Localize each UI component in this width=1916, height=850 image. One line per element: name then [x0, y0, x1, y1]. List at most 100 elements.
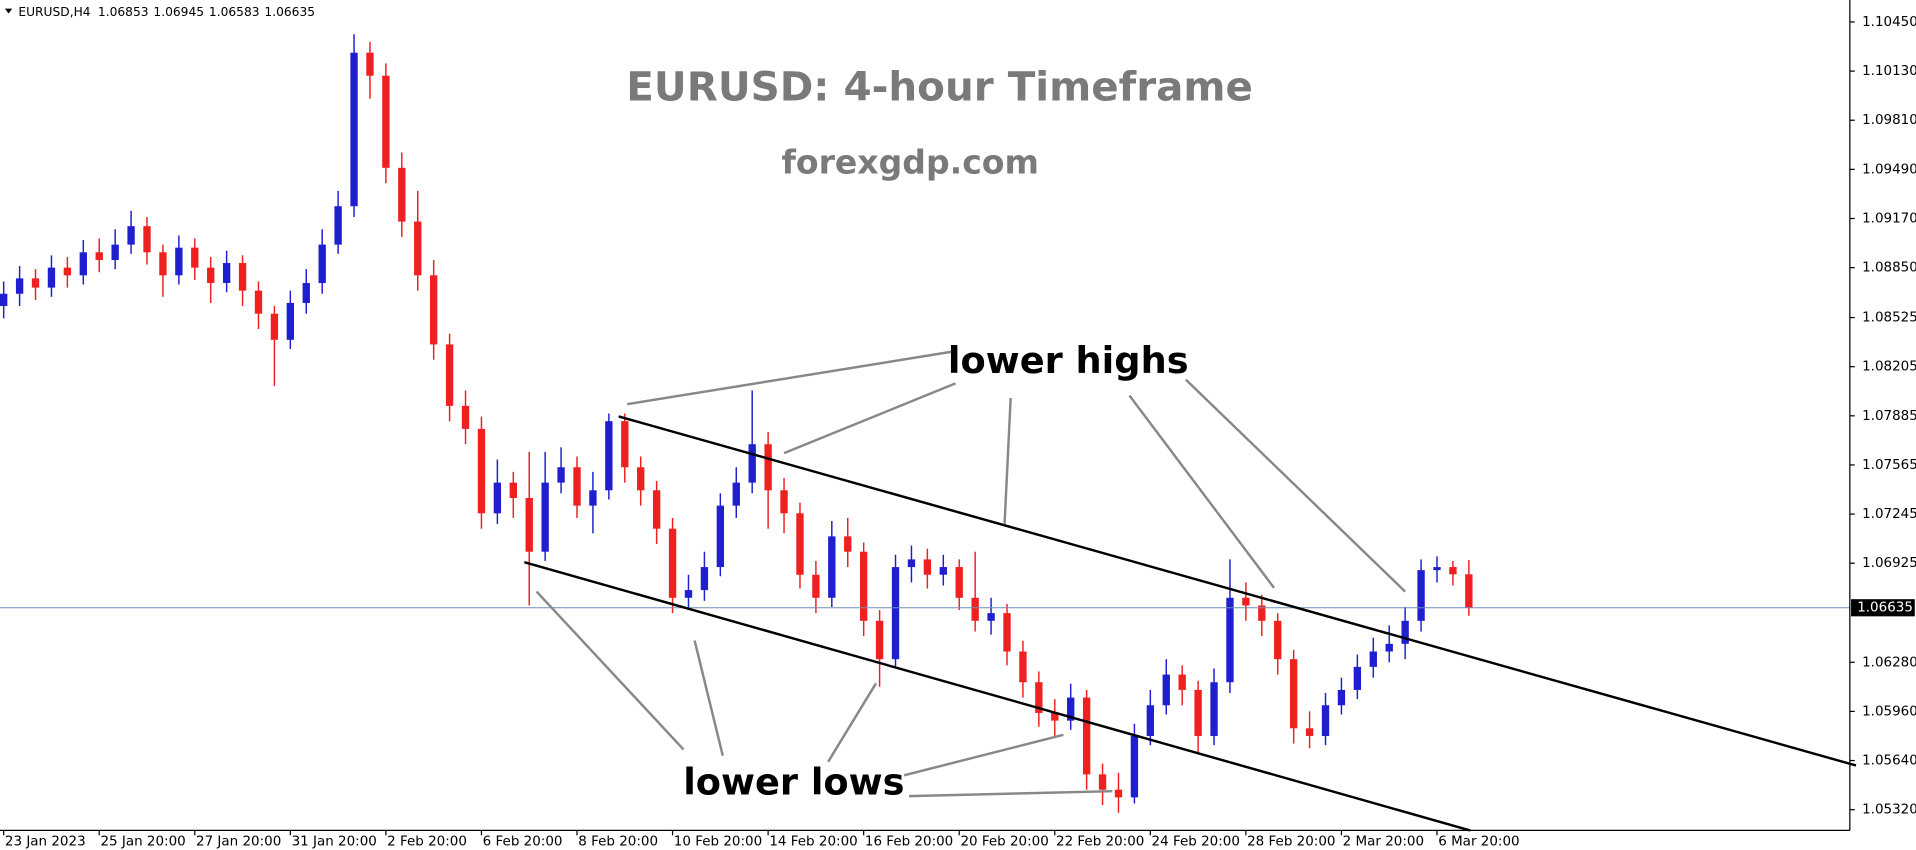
candle-body [907, 559, 916, 568]
candle-body [637, 467, 645, 491]
candle-body [1226, 597, 1234, 683]
candle-body [159, 252, 167, 276]
header-value: 1.06853 [98, 5, 149, 19]
candle-body [493, 482, 502, 514]
x-tick-label: 2 Mar 20:00 [1343, 833, 1424, 849]
candle-body [971, 597, 979, 621]
pointer-line [903, 733, 1064, 777]
symbol: EURUSD,H4 [18, 5, 90, 19]
current-price-box [1851, 599, 1915, 617]
x-tick-label: 23 Jan 2023 [5, 833, 86, 849]
candle-body [716, 505, 725, 568]
candle-body [509, 482, 517, 498]
x-tick-label: 14 Feb 20:00 [769, 833, 857, 849]
candle-body [732, 482, 740, 506]
candle-body [1258, 605, 1266, 621]
candle-body [1003, 613, 1011, 652]
candle-body [398, 167, 406, 222]
candle-body [764, 444, 772, 491]
candle-body [286, 302, 295, 340]
header-value: 1.06945 [153, 5, 204, 19]
pointer-lines [535, 350, 1406, 798]
candle-body [1449, 567, 1457, 575]
x-tick-label: 8 Feb 20:00 [578, 833, 658, 849]
header-value: 1.06583 [209, 5, 260, 19]
candle-body [270, 313, 279, 340]
candle-body [796, 513, 804, 575]
y-tick-label: 1.08525 [1862, 310, 1916, 326]
candle-body [382, 75, 390, 168]
y-tick-label: 1.07245 [1862, 506, 1916, 522]
candle-body [111, 244, 119, 260]
pointer-line [783, 382, 957, 455]
candle-body [780, 490, 788, 514]
candle-body [987, 613, 995, 621]
candle-body [1162, 674, 1170, 706]
candle-body [1465, 574, 1473, 608]
y-tick-label: 1.05960 [1862, 703, 1916, 719]
candle-body [1305, 728, 1314, 736]
current-price-label: 1.06635 [1857, 600, 1913, 616]
y-tick-label: 1.05640 [1862, 753, 1916, 769]
candle-body [1130, 735, 1139, 798]
y-tick-label: 1.08850 [1862, 260, 1916, 276]
pointer-line [827, 682, 877, 763]
candle-body [143, 226, 151, 253]
candle-body [1067, 697, 1075, 721]
header-value: 1.06635 [264, 5, 315, 19]
candle-body [207, 267, 215, 283]
candle-body [1051, 712, 1059, 721]
y-tick-label: 1.09170 [1862, 211, 1916, 227]
y-tick-label: 1.10450 [1862, 14, 1916, 30]
candle-body [175, 247, 183, 276]
candle-body [1019, 651, 1027, 683]
y-tick-label: 1.10130 [1862, 63, 1916, 79]
menu-triangle [4, 8, 13, 14]
pointer-line [535, 590, 685, 751]
candle-body [700, 567, 709, 591]
candle-body [891, 567, 900, 660]
x-tick-label: 6 Mar 20:00 [1438, 833, 1519, 849]
candle-body [31, 278, 40, 288]
y-tick-label: 1.05320 [1862, 802, 1916, 818]
candle-body [1385, 643, 1393, 652]
candle-body [859, 551, 868, 621]
candle-body [95, 252, 103, 260]
candle-body [445, 344, 454, 406]
candle-body [573, 467, 581, 506]
x-tick-label: 2 Feb 20:00 [387, 833, 467, 849]
candle-body [1146, 705, 1155, 736]
chart-title: EURUSD: 4-hour Timeframe [626, 62, 1253, 110]
pointer-line [1003, 397, 1012, 525]
pointer-line [908, 789, 1113, 798]
candle-body [525, 497, 533, 552]
pointer-line [1185, 378, 1406, 593]
y-tick-label: 1.08205 [1862, 359, 1916, 375]
x-tick-label: 22 Feb 20:00 [1056, 833, 1144, 849]
candle-body [1401, 620, 1409, 644]
candle-body [238, 263, 247, 291]
candle-body [1353, 666, 1362, 690]
candle-body [1194, 689, 1202, 736]
x-tick-label: 10 Feb 20:00 [674, 833, 762, 849]
candle-body [334, 206, 342, 245]
candle-body [1369, 651, 1377, 667]
candle-body [1242, 597, 1250, 606]
candle-body [47, 267, 56, 288]
pointer-line [693, 640, 724, 756]
y-tick-label: 1.06280 [1862, 654, 1916, 670]
candle-body [748, 444, 756, 483]
candle-body [1178, 674, 1186, 690]
candle-body [350, 52, 358, 207]
candle-body [63, 267, 72, 276]
chart-subtitle: forexgdp.com [781, 143, 1039, 182]
candle-body [605, 421, 613, 491]
candle-body [15, 278, 24, 294]
plot-area [0, 34, 1850, 813]
upper-channel-line [618, 415, 1857, 767]
x-tick-label: 27 Jan 20:00 [196, 833, 281, 849]
candle-body [875, 620, 884, 660]
